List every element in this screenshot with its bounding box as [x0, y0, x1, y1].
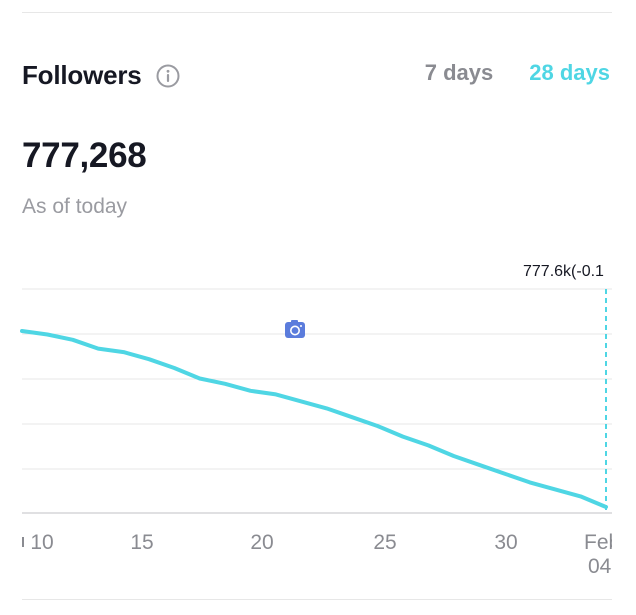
tab-7-days[interactable]: 7 days — [424, 60, 494, 85]
x-tick-label: 10 — [30, 531, 53, 554]
x-tick-label: 15 — [130, 531, 153, 554]
info-icon[interactable] — [156, 64, 180, 88]
tab-28-days[interactable]: 28 days — [529, 60, 610, 85]
range-tabs: 7 days 28 days — [425, 60, 610, 86]
follower-count: 777,268 — [22, 136, 147, 175]
highlight-value-label: 777.6k(-0.1 — [523, 263, 604, 280]
x-tick-label: 20 — [250, 531, 273, 554]
followers-series-line — [20, 329, 608, 509]
top-divider — [22, 12, 612, 13]
title-row: Followers — [22, 60, 180, 91]
x-tick-label: Feb 04 — [584, 531, 620, 578]
as-of-label: As of today — [22, 195, 128, 218]
bottom-divider — [22, 599, 612, 600]
x-tick-label: 30 — [494, 531, 517, 554]
x-tick-fragment — [22, 537, 24, 547]
camera-icon[interactable] — [285, 320, 305, 338]
panel-title: Followers — [22, 60, 142, 90]
x-tick-label: 25 — [373, 531, 396, 554]
